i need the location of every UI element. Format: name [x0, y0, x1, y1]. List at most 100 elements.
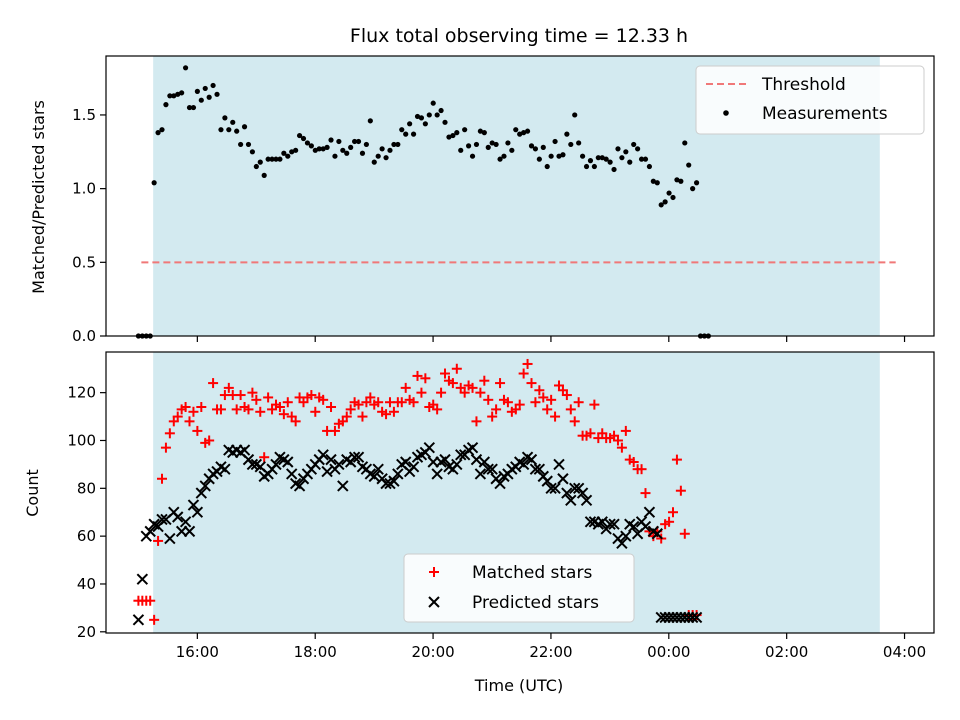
matched-star-point: [432, 404, 443, 415]
predicted-star-point: [557, 473, 569, 485]
cross-b: [513, 456, 526, 468]
measurement-point: [422, 121, 428, 127]
measurement-point: [293, 147, 299, 153]
predicted-star-point: [517, 458, 530, 471]
measurement-point: [623, 149, 629, 155]
cross-b: [549, 482, 561, 495]
measurement-point: [635, 146, 641, 152]
measurement-point: [560, 152, 566, 158]
measurement-point: [285, 153, 291, 159]
cross-b: [250, 458, 263, 471]
measurement-point: [418, 115, 425, 121]
predicted-star-point: [286, 468, 298, 480]
measurement-point: [638, 156, 645, 162]
cross-b: [639, 520, 652, 533]
measurement-point: [540, 144, 546, 150]
predicted-star-point: [368, 470, 380, 483]
matched-star-point: [341, 411, 352, 422]
predicted-star-point: [470, 453, 483, 466]
predicted-star-point: [191, 506, 204, 518]
measurement-point: [493, 141, 499, 148]
measurement-point: [465, 143, 472, 149]
cross-b: [179, 516, 192, 528]
predicted-star-point: [525, 453, 538, 466]
cross-b: [333, 458, 345, 471]
predicted-star-point: [183, 525, 196, 538]
matched-star-point: [447, 378, 458, 389]
matched-star-point: [160, 442, 171, 453]
measurement-point: [296, 132, 303, 139]
predicted-star-point: [407, 461, 420, 473]
cross-b: [348, 451, 361, 463]
measurement-point: [226, 127, 232, 133]
cross-b: [215, 461, 227, 473]
predicted-legend-label: Predicted stars: [472, 593, 599, 613]
cross-b: [144, 525, 156, 538]
measurement-point: [367, 118, 373, 124]
measurement-point: [587, 158, 594, 164]
measurement-point: [269, 156, 275, 162]
x-tick-label: 00:00: [647, 643, 690, 661]
predicted-star-point: [604, 518, 616, 530]
matched-star-point: [573, 397, 584, 408]
chart-title: Flux total observing time = 12.33 h: [350, 25, 688, 47]
matched-star-point: [408, 397, 419, 408]
matched-star-point: [318, 394, 329, 405]
measurement-point: [371, 159, 377, 165]
matched-star-point: [259, 452, 270, 463]
measurement-point: [426, 112, 432, 118]
measurement-point: [674, 177, 680, 183]
ratio-y-axis: 0.0 0.5 1.0 1.5: [72, 106, 106, 345]
measurement-point: [202, 85, 208, 92]
matched-star-point: [156, 473, 167, 484]
predicted-star-point: [136, 573, 149, 585]
predicted-star-point: [561, 487, 573, 499]
cross-b: [352, 451, 365, 463]
matched-star-point: [459, 387, 470, 398]
matched-star-point: [530, 397, 541, 408]
predicted-star-point: [199, 480, 211, 492]
ratio-panel-frame: [105, 55, 935, 337]
measurement-point: [678, 178, 684, 184]
measurement-point: [591, 163, 597, 170]
y-tick-label: 20: [77, 623, 96, 641]
cross-b: [219, 463, 231, 475]
matched-star-point: [255, 406, 266, 417]
measurement-point: [536, 156, 542, 162]
measurement-point: [583, 163, 590, 170]
measurement-point: [686, 162, 692, 168]
matched-star-point: [538, 392, 549, 403]
y-tick-label: 100: [67, 431, 96, 449]
cross-b: [541, 475, 553, 487]
cross-b: [392, 468, 404, 480]
matched-star-point: [475, 387, 486, 398]
cross-b: [521, 451, 534, 463]
predicted-star-point: [333, 458, 345, 471]
cross-b: [321, 465, 333, 478]
y-tick-label: 1.5: [72, 106, 96, 124]
measurement-point: [489, 140, 495, 146]
matched-star-point: [491, 404, 502, 415]
matched-star-point: [526, 378, 537, 389]
matched-star-point: [306, 390, 317, 401]
matched-star-point: [671, 454, 682, 465]
predicted-star-point: [293, 480, 306, 492]
measurement-point: [446, 134, 452, 140]
measurement-point: [308, 143, 314, 149]
measurement-point: [485, 144, 491, 150]
measurement-point: [340, 147, 346, 153]
matched-star-point: [495, 378, 506, 389]
predicted-star-point: [423, 441, 435, 454]
measurement-point: [631, 141, 637, 148]
matched-star-point: [561, 390, 572, 401]
cross-b: [545, 482, 557, 495]
measurement-point: [442, 119, 448, 125]
predicted-star-point: [372, 463, 384, 475]
measurement-point: [544, 163, 550, 170]
predicted-star-point: [486, 463, 498, 475]
predicted-star-point: [337, 480, 349, 492]
measurement-point: [328, 137, 334, 143]
predicted-swatch-mark: [428, 596, 440, 608]
predicted-star-point: [482, 463, 494, 475]
predicted-star-point: [282, 456, 294, 468]
